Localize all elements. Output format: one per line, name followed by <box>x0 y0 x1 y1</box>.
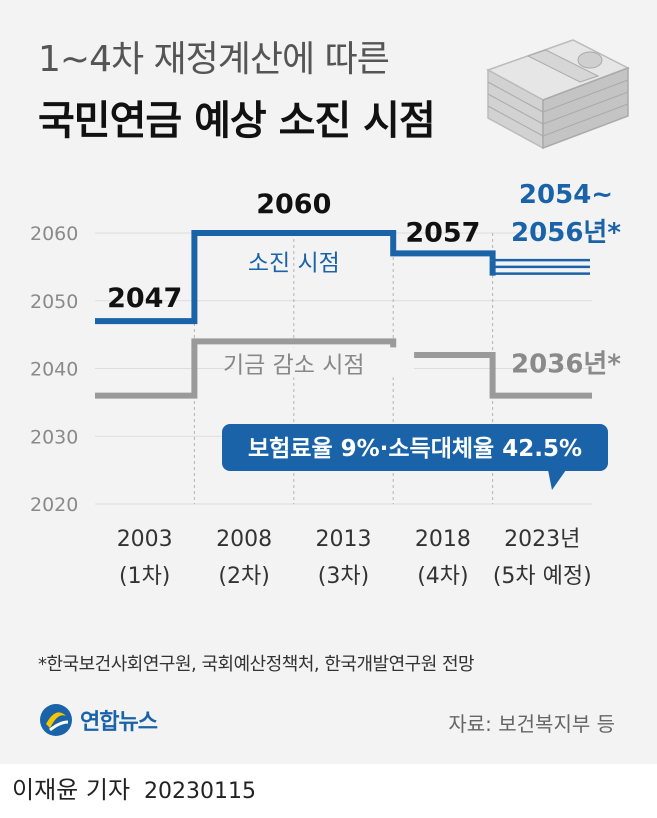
yonhap-logo-icon <box>40 704 72 736</box>
yonhap-logo-text: 연합뉴스 <box>80 710 158 735</box>
callout-pointer <box>548 470 566 490</box>
y-tick-label: 2020 <box>30 494 78 516</box>
series-name-depletion: 소진 시점 <box>248 250 340 276</box>
callout-text: 보험료율 9%·소득대체율 42.5% <box>248 436 582 462</box>
x-tick-label: 2013 <box>316 527 372 552</box>
series-line-depletion <box>95 230 496 325</box>
x-tick-sublabel: (1차) <box>119 564 170 589</box>
x-tick-sublabel: (2차) <box>218 564 269 589</box>
callout-bubble <box>222 424 608 471</box>
series-name-bg <box>234 347 415 378</box>
data-label: 2057 <box>405 217 480 248</box>
x-tick-sublabel: (3차) <box>318 564 369 589</box>
data-label: 2036년* <box>511 350 621 380</box>
series-name-fund-decline: 기금 감소 시점 <box>223 352 365 378</box>
y-tick-label: 2040 <box>30 359 78 381</box>
title-line-2: 국민연금 예상 소진 시점 <box>38 98 436 144</box>
y-tick-label: 2060 <box>30 223 78 245</box>
money-stack-icon <box>486 39 630 150</box>
source-note: 자료: 보건복지부 등 <box>448 712 615 736</box>
x-tick-label: 2018 <box>415 527 471 552</box>
credit-line: 이재윤 기자 20230115 <box>12 770 256 805</box>
footnote: *한국보건사회연구원, 국회예산정책처, 한국개발연구원 전망 <box>38 654 475 675</box>
x-tick-sublabel: (4차) <box>417 564 468 589</box>
x-tick-label: 2008 <box>216 527 272 552</box>
data-label: 2047 <box>107 283 182 314</box>
data-label: 2060 <box>256 189 331 220</box>
title-line-1: 1~4차 재정계산에 따른 <box>38 39 390 80</box>
x-tick-sublabel: (5차 예정) <box>493 564 592 589</box>
data-label: 2056년* <box>511 218 621 248</box>
series-line-fund-decline <box>95 338 592 399</box>
yonhap-logo: 연합뉴스 <box>38 700 158 740</box>
x-tick-label: 2003 <box>117 527 173 552</box>
infographic-card: 1~4차 재정계산에 따른 국민연금 예상 소진 시점 2020 2030 2040… <box>0 0 657 764</box>
y-tick-label: 2050 <box>30 291 78 313</box>
publish-date: 20230115 <box>144 779 257 804</box>
x-tick-label: 2023년 <box>504 527 580 552</box>
y-tick-label: 2030 <box>30 426 78 448</box>
data-label: 2054~ <box>519 180 613 210</box>
reporter-name: 이재윤 기자 <box>12 776 131 804</box>
